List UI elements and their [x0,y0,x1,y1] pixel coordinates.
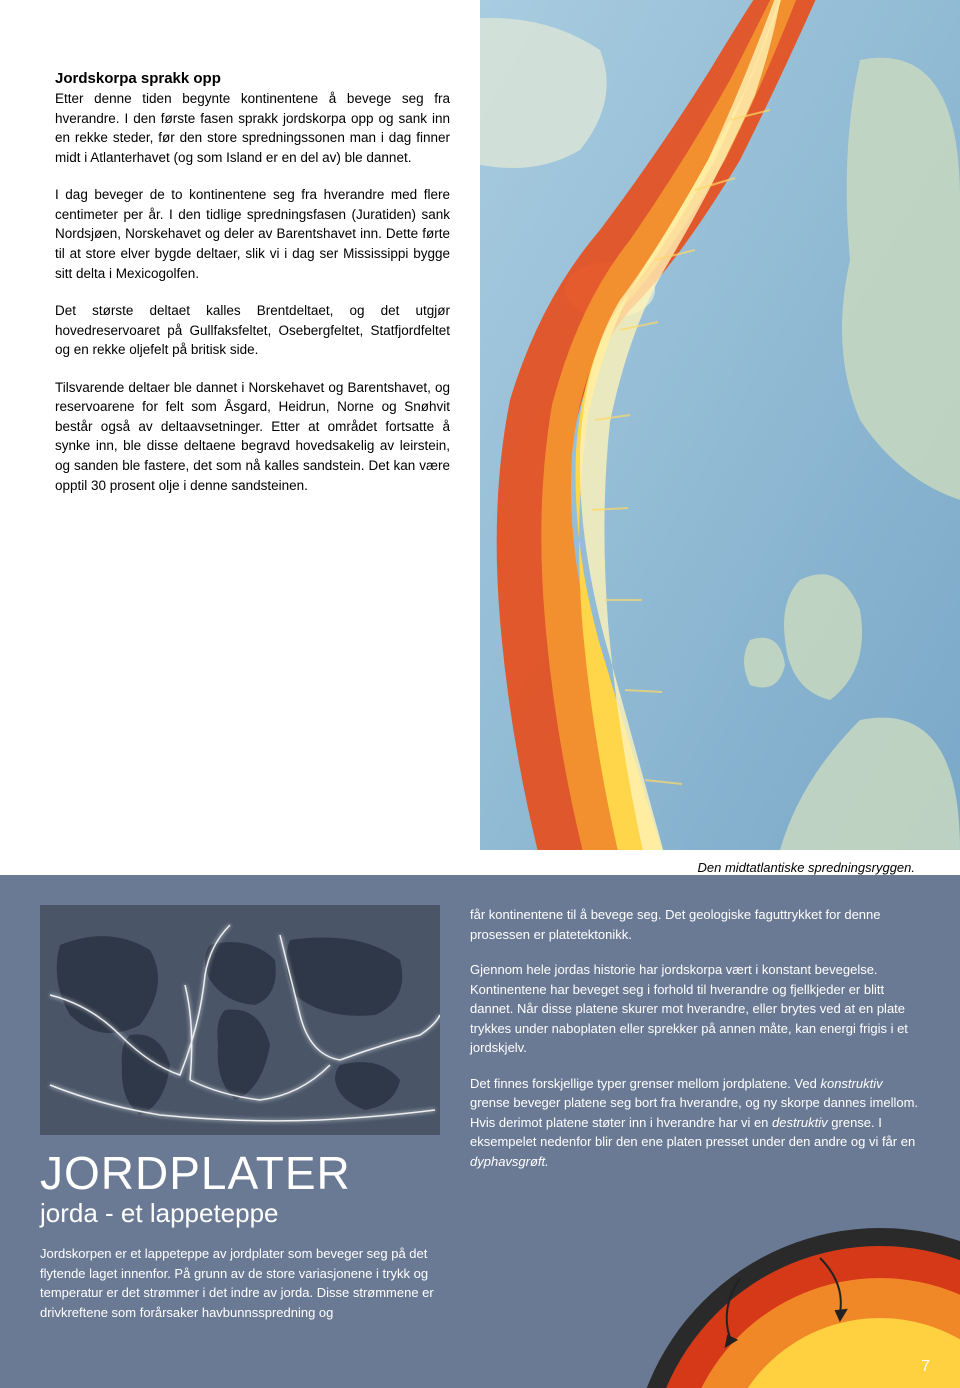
page-number: 7 [921,1358,930,1376]
panel-title: JORDPLATER [40,1150,440,1196]
article-text-column: Jordskorpa sprakk opp Etter denne tiden … [0,0,480,870]
paragraph: Det største deltaet kalles Brentdeltaet,… [55,301,450,360]
paragraph: får kontinentene til å bevege seg. Det g… [470,905,920,944]
panel-text-column: får kontinentene til å bevege seg. Det g… [470,905,920,1229]
earth-cross-section [620,1218,960,1388]
ridge-map-svg [480,0,960,850]
panel-bottom-paragraph: Jordskorpen er et lappeteppe av jordplat… [40,1244,470,1322]
paragraph: I dag beveger de to kontinentene seg fra… [55,185,450,283]
atlantic-ridge-map [480,0,960,870]
info-panel: JORDPLATER jorda - et lappeteppe får kon… [0,875,960,1388]
panel-subtitle: jorda - et lappeteppe [40,1198,440,1229]
paragraph: Tilsvarende deltaer ble dannet i Norskeh… [55,378,450,495]
world-plates-map [40,905,440,1135]
paragraph: Det finnes forskjellige typer grenser me… [470,1074,920,1172]
section-heading: Jordskorpa sprakk opp [55,70,450,87]
paragraph: Gjennom hele jordas historie har jordsko… [470,960,920,1058]
paragraph: Etter denne tiden begynte kontinentene å… [55,89,450,167]
